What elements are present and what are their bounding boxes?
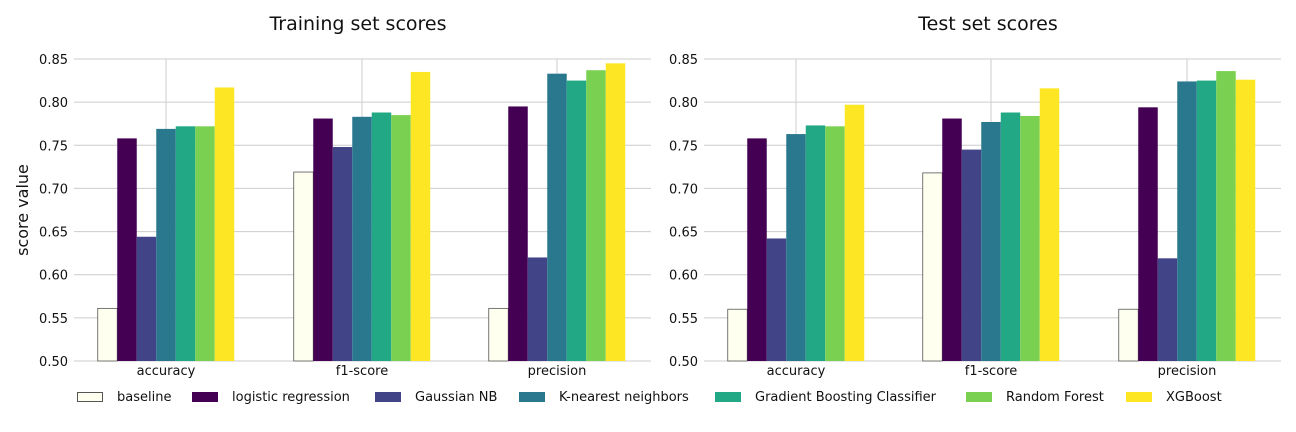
panel1-bar bbox=[313, 118, 333, 361]
panel2-bar bbox=[1216, 71, 1236, 361]
panel2-bar bbox=[1118, 308, 1139, 362]
panel1-x-tick-label: accuracy bbox=[137, 364, 196, 379]
panel1-bar bbox=[605, 63, 626, 362]
panel2-bar bbox=[786, 134, 806, 361]
legend-item: Gaussian NB bbox=[375, 386, 497, 408]
legend-label: XGBoost bbox=[1166, 389, 1222, 405]
panel1-y-tick-label: 0.60 bbox=[39, 269, 68, 284]
panel2-y-tick-label: 0.80 bbox=[669, 96, 698, 111]
panel2-y-tick-label: 0.65 bbox=[669, 226, 698, 241]
panel1-bar bbox=[97, 307, 118, 362]
legend-swatch bbox=[966, 392, 992, 402]
legend-label: Gradient Boosting Classifier bbox=[755, 389, 936, 405]
legend-swatch bbox=[519, 392, 545, 402]
panel2-bar bbox=[1196, 80, 1217, 362]
panel2-y-tick-label: 0.60 bbox=[669, 269, 698, 284]
panel1-bar bbox=[293, 171, 314, 362]
panel2-bar bbox=[1138, 107, 1158, 361]
legend-item: K-nearest neighbors bbox=[519, 386, 689, 408]
legend-label: baseline bbox=[117, 389, 172, 405]
panel2-bar bbox=[942, 118, 962, 361]
panel1-bar bbox=[527, 257, 548, 361]
legend-swatch bbox=[192, 392, 218, 402]
panel1-y-tick-label: 0.55 bbox=[39, 312, 68, 327]
panel2-bar bbox=[1177, 81, 1197, 361]
panel2-y-tick-label: 0.70 bbox=[669, 182, 698, 197]
panel2-bar bbox=[844, 104, 865, 361]
panel1-bar bbox=[136, 236, 157, 361]
legend-label: K-nearest neighbors bbox=[559, 389, 689, 405]
panel2-bar bbox=[727, 308, 748, 362]
panel1-x-tick-label: precision bbox=[528, 364, 587, 379]
panel2-bar bbox=[1039, 88, 1060, 361]
panel1-bar bbox=[214, 87, 235, 361]
legend-item: Random Forest bbox=[966, 386, 1104, 408]
panel2-bar bbox=[922, 172, 943, 362]
panel2-y-tick-label: 0.55 bbox=[669, 312, 698, 327]
panel1-y-tick-label: 0.80 bbox=[39, 96, 68, 111]
legend-item: Gradient Boosting Classifier bbox=[715, 386, 936, 408]
panel2-bar bbox=[1020, 115, 1040, 361]
panel2-x-tick-label: f1-score bbox=[965, 364, 1017, 379]
panel2-y-tick-label: 0.75 bbox=[669, 139, 698, 154]
panel2-x-tick-label: precision bbox=[1158, 364, 1217, 379]
panel2-bar bbox=[1157, 258, 1178, 361]
panel2-bar bbox=[1000, 112, 1021, 361]
legend-swatch bbox=[1126, 392, 1152, 402]
legend-label: Gaussian NB bbox=[415, 389, 498, 405]
panel1-bar bbox=[352, 116, 372, 361]
panel1-bar bbox=[195, 126, 215, 361]
panel1-bar bbox=[508, 106, 528, 361]
panel2-bar bbox=[825, 126, 845, 361]
panel2-y-tick-label: 0.50 bbox=[669, 355, 698, 370]
legend-item: baseline bbox=[77, 386, 171, 408]
panel2-bar bbox=[805, 125, 826, 361]
panel2-bar bbox=[747, 138, 767, 361]
legend-label: logistic regression bbox=[232, 389, 350, 405]
panel1-bar bbox=[117, 138, 137, 361]
panel1-y-tick-label: 0.70 bbox=[39, 182, 68, 197]
panel1-y-tick-label: 0.85 bbox=[39, 53, 68, 68]
panel1-bar bbox=[547, 73, 567, 361]
panel1-y-axis-label: score value bbox=[13, 164, 32, 256]
panel1-bar bbox=[410, 71, 431, 361]
panel1-y-tick-label: 0.50 bbox=[39, 355, 68, 370]
legend-item: logistic regression bbox=[192, 386, 350, 408]
panel1-bar bbox=[156, 128, 176, 361]
panel1-y-tick-label: 0.75 bbox=[39, 139, 68, 154]
legend-item: XGBoost bbox=[1126, 386, 1222, 408]
chart-figure: 0.50 0.55 0.60 0.65 0.70 0.75 0.80 0.85 accuracy… bbox=[13, 13, 1281, 379]
panel1-bar bbox=[371, 112, 392, 361]
panel2-x-tick-label: accuracy bbox=[767, 364, 826, 379]
panel1-bar bbox=[586, 70, 606, 362]
panel2-bar bbox=[766, 238, 787, 361]
panel1-bar bbox=[332, 147, 353, 361]
panel2-y-tick-label: 0.85 bbox=[669, 53, 698, 68]
legend-label: Random Forest bbox=[1006, 389, 1104, 405]
legend-swatch bbox=[77, 392, 103, 402]
panel1-chart-title: Training set scores bbox=[268, 13, 446, 35]
legend-swatch bbox=[375, 392, 401, 402]
legend-swatch bbox=[715, 392, 741, 402]
panel1-bar bbox=[488, 307, 509, 362]
panel1-bar bbox=[391, 115, 411, 361]
panel2-bar bbox=[961, 149, 982, 361]
panel2-bar bbox=[1235, 79, 1256, 362]
panel2-bar bbox=[981, 121, 1001, 361]
legend: baseline logistic regression Gaussian NB K-… bbox=[0, 386, 1296, 408]
panel1-bar bbox=[175, 126, 196, 361]
panel1-bar bbox=[566, 80, 587, 362]
panel1-x-tick-label: f1-score bbox=[336, 364, 388, 379]
panel1-y-tick-label: 0.65 bbox=[39, 226, 68, 241]
panel2-chart-title: Test set scores bbox=[917, 13, 1058, 35]
